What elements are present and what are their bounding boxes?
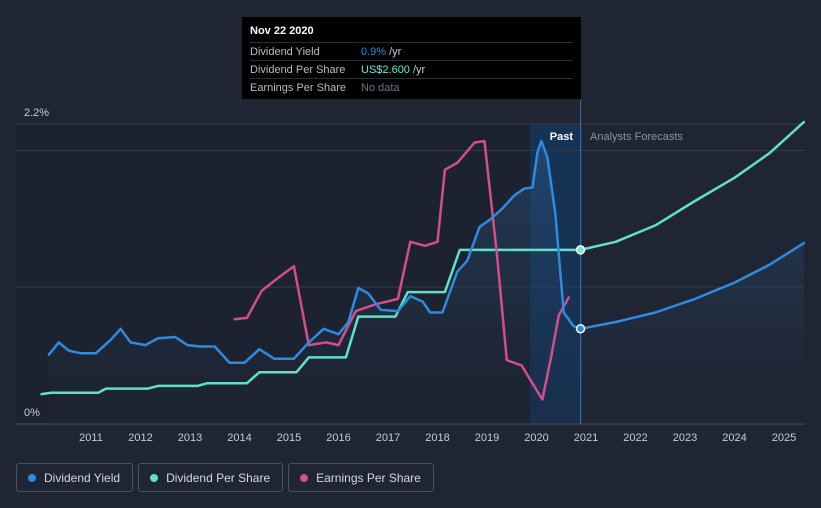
tooltip-date: Nov 22 2020 xyxy=(250,25,314,37)
dividend-yield-line xyxy=(47,139,582,365)
x-tick-label: 2025 xyxy=(772,432,796,444)
x-tick-label: 2023 xyxy=(673,432,697,444)
tooltip-row-earnings-per-share: Earnings Per Share No data xyxy=(250,78,573,96)
tooltip-value: 0.9% xyxy=(361,45,387,58)
legend-label: Dividend Yield xyxy=(44,470,121,485)
legend-item-earnings-per-share[interactable]: Earnings Per Share xyxy=(288,463,434,492)
past-label: Past xyxy=(550,131,574,143)
tooltip-row-dividend-per-share: Dividend Per Share US$2.600 /yr xyxy=(250,60,573,78)
hover-marker xyxy=(575,245,586,255)
legend-dot-icon xyxy=(300,473,309,482)
x-tick-label: 2021 xyxy=(574,432,598,444)
legend-item-dividend-yield[interactable]: Dividend Yield xyxy=(16,463,134,492)
x-tick-label: 2015 xyxy=(277,432,301,444)
x-tick-label: 2022 xyxy=(623,432,647,444)
earnings-per-share-line xyxy=(233,139,570,401)
tooltip-unit: /yr xyxy=(412,63,426,76)
y-axis-max-label: 2.2% xyxy=(24,107,49,119)
legend-dot-icon xyxy=(150,473,159,482)
hover-marker xyxy=(575,324,586,334)
x-tick-label: 2016 xyxy=(326,432,350,444)
legend-dot-icon xyxy=(28,473,36,482)
y-axis-min-label: 0% xyxy=(24,407,40,419)
tooltip-value: No data xyxy=(361,81,400,94)
series-lines xyxy=(40,120,806,401)
dividend-yield-area xyxy=(48,141,804,424)
tooltip-label: Earnings Per Share xyxy=(250,81,346,94)
hover-markers xyxy=(575,245,586,334)
x-axis-ticks: 2011 2012 2013 2014 2015 2016 2017 2018 2019 2020… xyxy=(79,432,796,444)
tooltip-label: Dividend Per Share xyxy=(250,63,346,76)
x-tick-label: 2019 xyxy=(475,432,499,444)
dividend-per-share-forecast-line xyxy=(579,120,806,252)
tooltip-label: Dividend Yield xyxy=(250,45,320,58)
analysts-forecasts-label: Analysts Forecasts xyxy=(590,131,683,143)
legend-label: Dividend Per Share xyxy=(166,470,271,485)
x-tick-label: 2020 xyxy=(524,432,548,444)
legend-item-dividend-per-share[interactable]: Dividend Per Share xyxy=(138,463,284,492)
x-tick-label: 2013 xyxy=(178,432,202,444)
tooltip-row-dividend-yield: Dividend Yield 0.9% /yr xyxy=(250,42,573,60)
x-tick-label: 2014 xyxy=(227,432,251,444)
tooltip-value: US$2.600 xyxy=(361,63,410,76)
tooltip-unit: /yr xyxy=(389,45,402,58)
x-tick-label: 2017 xyxy=(376,432,400,444)
hover-tooltip: Nov 22 2020 Dividend Yield 0.9% /yr Divi… xyxy=(242,17,581,99)
x-tick-label: 2012 xyxy=(128,432,152,444)
x-tick-label: 2024 xyxy=(722,432,746,444)
dividend-per-share-line xyxy=(40,248,582,396)
x-tick-label: 2011 xyxy=(79,432,103,444)
x-tick-label: 2018 xyxy=(425,432,449,444)
legend-label: Earnings Per Share xyxy=(316,470,421,485)
legend: Dividend Yield Dividend Per Share Earnin… xyxy=(16,463,434,492)
dividend-yield-forecast-line xyxy=(579,241,806,331)
